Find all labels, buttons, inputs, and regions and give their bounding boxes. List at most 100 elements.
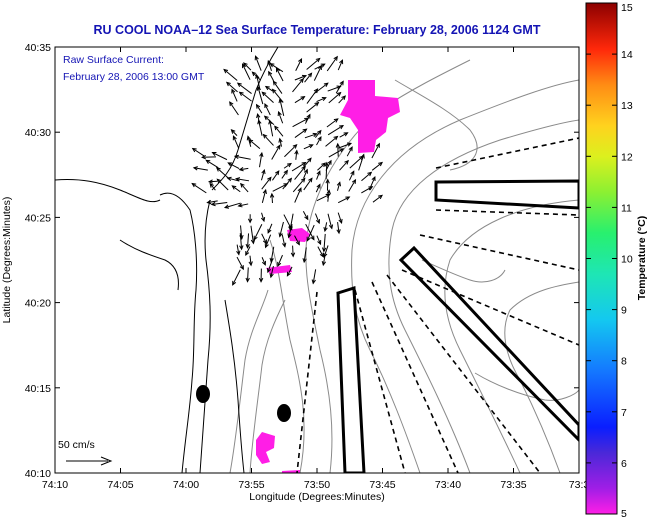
current-arrow (314, 213, 320, 224)
contour-line (474, 372, 579, 401)
contour-line (229, 289, 269, 473)
current-arrow-head (209, 182, 214, 188)
current-arrow-head (301, 165, 306, 171)
current-arrow-head (307, 157, 312, 163)
current-arrow (292, 117, 309, 128)
current-arrow-head (327, 159, 332, 165)
current-arrow-head (314, 101, 320, 107)
contour-line (351, 79, 579, 473)
current-arrow-head (360, 153, 365, 159)
current-arrow (328, 148, 344, 158)
current-arrow (238, 203, 249, 207)
current-arrow-head (371, 175, 376, 182)
current-arrow-head (262, 239, 267, 245)
current-arrow (267, 60, 272, 71)
current-arrow-head (316, 183, 321, 189)
current-arrow (303, 247, 307, 263)
current-arrow-head (239, 245, 244, 251)
current-arrow (327, 213, 333, 229)
coastline (55, 179, 161, 203)
station-dot (196, 385, 210, 403)
current-arrow-head (287, 233, 292, 239)
current-arrow-head (350, 170, 355, 176)
current-arrow-head (245, 243, 250, 249)
current-arrow-head (248, 139, 254, 144)
current-arrow-head (333, 118, 339, 123)
radar-radial (296, 291, 318, 473)
current-arrow (291, 162, 306, 172)
current-arrow (236, 178, 250, 182)
contour-line (421, 259, 506, 283)
current-arrow-head (192, 166, 198, 171)
current-arrow-head (215, 167, 221, 172)
current-arrow-head (339, 148, 345, 153)
current-arrow-head (232, 280, 237, 286)
current-arrow-head (339, 124, 345, 130)
current-arrow-head (321, 261, 327, 267)
colorbar-tick-label: 6 (621, 458, 627, 470)
current-arrow (216, 178, 229, 191)
current-arrow-head (246, 135, 251, 141)
current-arrow (294, 187, 302, 203)
x-tick-label: 73:40 (435, 479, 461, 491)
annotation-line-1: Raw Surface Current: (63, 54, 164, 66)
current-arrow (260, 169, 265, 181)
current-arrow (242, 63, 251, 80)
current-arrow-head (207, 179, 213, 184)
current-arrow (306, 88, 318, 104)
current-arrow (338, 95, 346, 104)
current-arrow (248, 139, 261, 149)
current-arrow (256, 74, 261, 91)
current-arrow (247, 233, 250, 248)
current-arrow-head (254, 55, 259, 61)
current-arrow (302, 157, 312, 169)
current-arrow (279, 138, 283, 147)
current-arrow (316, 97, 327, 103)
current-arrow-head (226, 176, 232, 182)
current-arrow-head (256, 85, 261, 91)
current-arrow (261, 257, 266, 266)
current-arrow-head (225, 81, 231, 87)
current-arrow (240, 225, 243, 239)
sst-patch (287, 228, 310, 242)
current-arrow (313, 65, 322, 81)
current-arrow (317, 246, 324, 257)
current-arrow (237, 82, 252, 94)
current-arrow-head (335, 142, 341, 148)
current-arrow (250, 225, 254, 244)
current-arrow-head (268, 119, 273, 125)
current-arrow (335, 81, 344, 94)
current-arrow-head (378, 161, 384, 167)
current-arrow-head (274, 125, 279, 131)
current-arrow (243, 62, 252, 71)
current-arrow-head (317, 129, 322, 135)
current-arrow-head (320, 63, 326, 68)
current-arrow (231, 185, 241, 193)
x-tick-label: 73:55 (238, 479, 264, 491)
current-arrow-head (325, 178, 330, 184)
current-arrow-head (278, 232, 283, 238)
current-arrow-head (300, 177, 306, 183)
current-arrow (348, 179, 356, 192)
current-arrow (193, 167, 208, 171)
current-arrow-head (269, 192, 275, 198)
current-arrow-head (324, 161, 329, 167)
current-arrow-head (303, 168, 308, 174)
current-arrow (272, 89, 284, 103)
contour-line (504, 281, 579, 473)
current-arrow (267, 223, 273, 234)
current-arrow-head (191, 147, 197, 153)
current-arrow (294, 75, 307, 81)
current-arrow (294, 96, 305, 104)
current-arrow (249, 255, 252, 266)
current-arrow (273, 81, 283, 94)
current-arrow (191, 183, 207, 194)
current-arrow-head (321, 162, 327, 168)
current-arrow (255, 56, 262, 71)
current-arrow (226, 82, 238, 93)
current-arrow-head (206, 199, 212, 205)
current-arrow-head (231, 185, 237, 190)
current-arrow-head (375, 142, 380, 148)
radar-radial (386, 274, 541, 473)
current-arrow (234, 155, 251, 160)
